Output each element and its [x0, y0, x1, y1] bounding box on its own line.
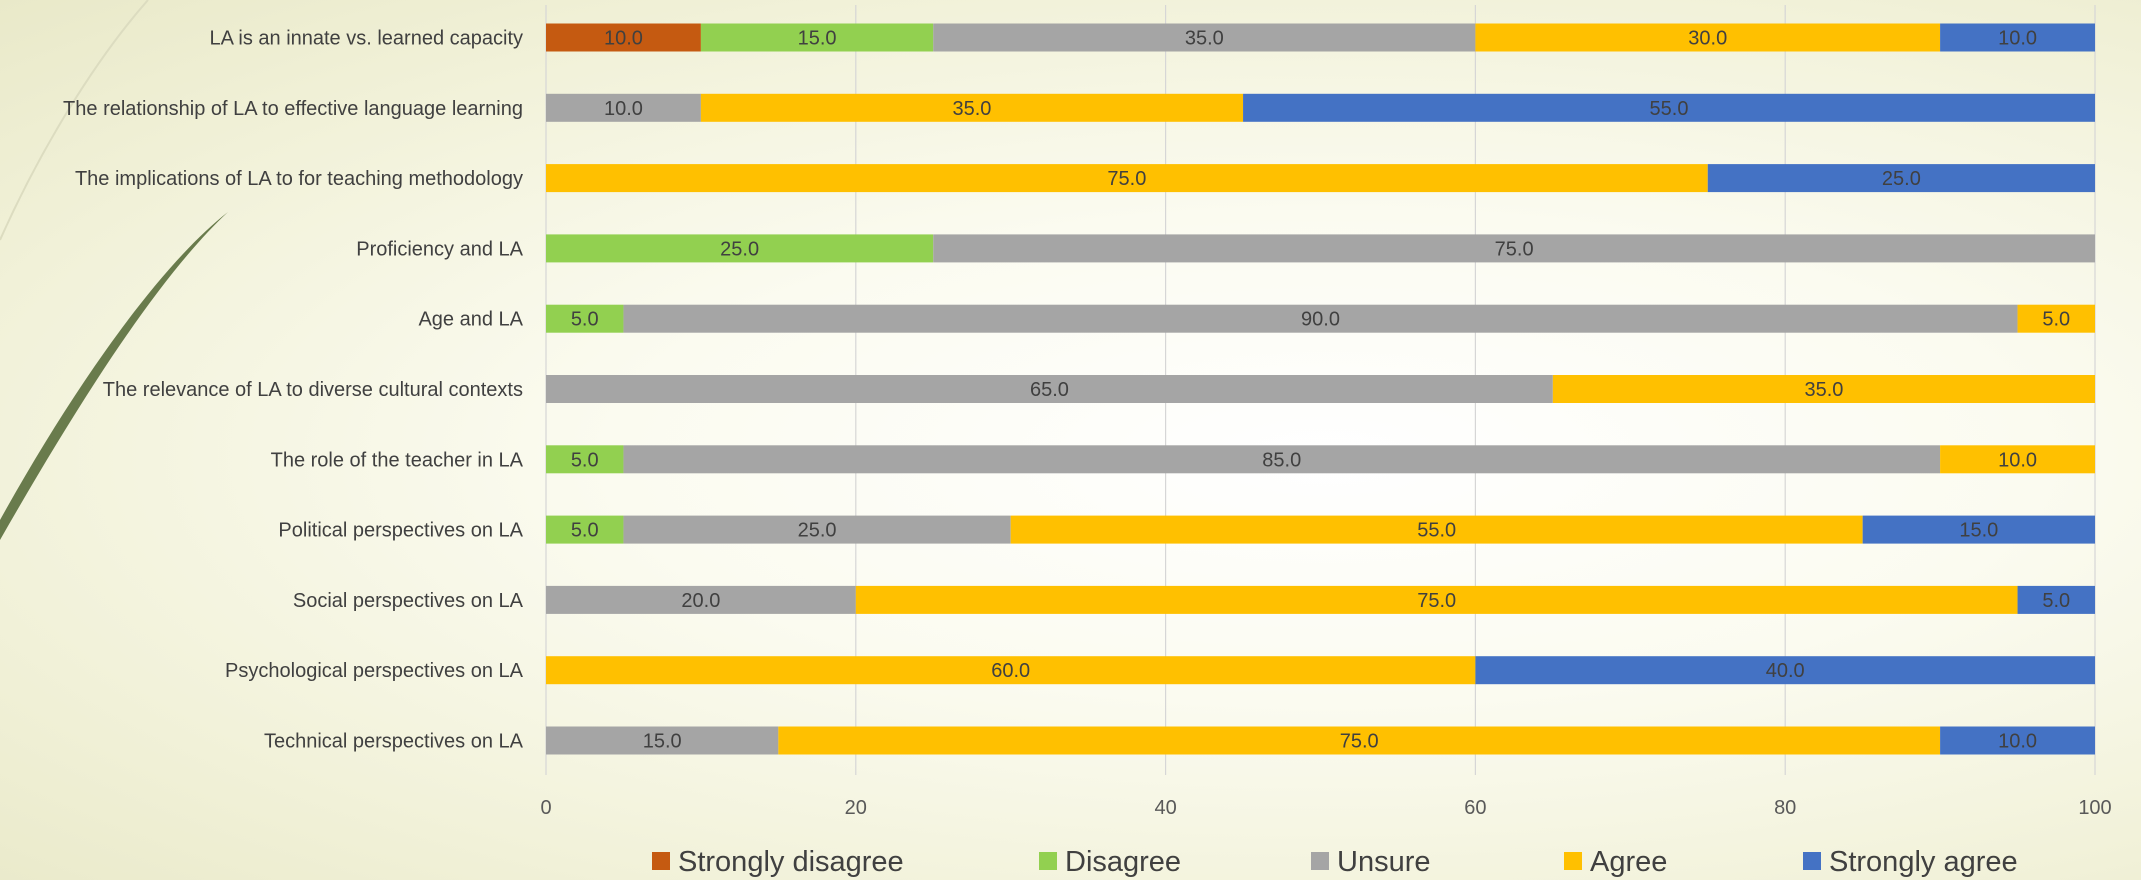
bar-segment — [2017, 585, 2095, 614]
bar-segment — [1552, 375, 2095, 403]
legend-swatch — [1803, 852, 1821, 870]
bar-segment — [700, 23, 934, 52]
legend-label: Agree — [1590, 846, 1667, 878]
x-tick-label: 0 — [540, 797, 551, 819]
bar-segment — [1243, 93, 2095, 122]
bar-segment — [2017, 304, 2095, 333]
category-label: Proficiency and LA — [356, 238, 523, 260]
bar-segment — [623, 445, 1941, 474]
x-tick-label: 80 — [1774, 797, 1796, 819]
data-label: 35.0 — [953, 98, 992, 120]
category-label: Social perspectives on LA — [293, 590, 524, 612]
data-label: 75.0 — [1417, 590, 1456, 612]
decorative-curve-icon — [0, 0, 149, 241]
bar-segment — [1940, 445, 2095, 474]
data-label: 60.0 — [991, 660, 1030, 682]
data-label: 55.0 — [1650, 98, 1689, 120]
x-tick-label: 40 — [1154, 797, 1176, 819]
bar-segment — [1707, 164, 2095, 193]
category-label: Technical perspectives on LA — [264, 731, 524, 753]
data-label: 20.0 — [681, 590, 720, 612]
data-label: 5.0 — [571, 309, 599, 331]
bars: 10.0 15.0 35.0 30.0 10.0 10.0 35.0 55.0 75.0 25.0… — [546, 23, 2095, 755]
category-label: The implications of LA to for teaching m… — [75, 168, 523, 190]
x-tick-label: 60 — [1464, 797, 1486, 819]
category-label: The relationship of LA to effective lang… — [63, 98, 523, 120]
data-label: 25.0 — [1882, 168, 1921, 190]
data-label: 5.0 — [571, 449, 599, 471]
legend-swatch — [1039, 852, 1057, 870]
category-label: The relevance of LA to diverse cultural … — [103, 379, 523, 401]
data-label: 25.0 — [798, 520, 837, 542]
bar-segment — [1940, 23, 2095, 52]
bar-segment — [546, 515, 624, 544]
x-axis-ticks: 0 20 40 60 80 100 — [540, 797, 2111, 819]
bar-segment — [778, 726, 1941, 755]
bar-segment — [623, 304, 2018, 333]
data-label: 55.0 — [1417, 520, 1456, 542]
legend-label: Strongly disagree — [678, 846, 904, 878]
category-labels: LA is an innate vs. learned capacity The … — [63, 28, 524, 753]
bar-segment — [546, 23, 701, 52]
legend: Strongly disagree Disagree Unsure Agree Stro… — [652, 846, 2018, 878]
x-tick-label: 20 — [845, 797, 867, 819]
data-label: 5.0 — [2042, 590, 2070, 612]
category-label: LA is an innate vs. learned capacity — [209, 28, 523, 50]
category-label: Psychological perspectives on LA — [225, 660, 524, 682]
category-label: Political perspectives on LA — [278, 520, 523, 542]
data-label: 15.0 — [798, 28, 837, 50]
bar-segment — [855, 585, 2018, 614]
bar-segment — [546, 445, 624, 474]
data-label: 35.0 — [1804, 379, 1843, 401]
data-label: 35.0 — [1185, 28, 1224, 50]
data-label: 10.0 — [604, 98, 643, 120]
bar-segment — [546, 585, 856, 614]
bar-segment — [546, 234, 934, 263]
x-tick-label: 100 — [2078, 797, 2111, 819]
data-label: 75.0 — [1107, 168, 1146, 190]
bar-segment — [1940, 726, 2095, 755]
bar-segment — [546, 164, 1708, 193]
data-label: 25.0 — [720, 238, 759, 260]
data-label: 85.0 — [1262, 449, 1301, 471]
legend-swatch — [652, 852, 670, 870]
data-label: 15.0 — [643, 731, 682, 753]
legend-swatch — [1311, 852, 1329, 870]
data-label: 5.0 — [571, 520, 599, 542]
data-label: 10.0 — [1998, 449, 2037, 471]
legend-label: Strongly agree — [1829, 846, 2018, 878]
legend-label: Disagree — [1065, 846, 1181, 878]
legend-label: Unsure — [1337, 846, 1431, 878]
bar-segment — [546, 93, 701, 122]
bar-segment — [1475, 656, 2095, 685]
bar-segment — [933, 23, 1476, 52]
data-label: 30.0 — [1688, 28, 1727, 50]
bar-segment — [700, 93, 1244, 122]
data-label: 75.0 — [1340, 731, 1379, 753]
bar-segment — [1010, 515, 1863, 544]
bar-segment — [546, 304, 624, 333]
bar-segment — [546, 726, 779, 755]
data-label: 5.0 — [2042, 309, 2070, 331]
category-label: The role of the teacher in LA — [271, 449, 524, 471]
data-label: 75.0 — [1495, 238, 1534, 260]
data-label: 10.0 — [1998, 28, 2037, 50]
data-label: 65.0 — [1030, 379, 1069, 401]
data-label: 40.0 — [1766, 660, 1805, 682]
bar-segment — [1475, 23, 1941, 52]
data-label: 15.0 — [1959, 520, 1998, 542]
legend-swatch — [1564, 852, 1582, 870]
bar-segment — [546, 375, 1553, 403]
category-label: Age and LA — [418, 309, 523, 331]
data-label: 10.0 — [1998, 731, 2037, 753]
bar-segment — [623, 515, 1011, 544]
data-label: 10.0 — [604, 28, 643, 50]
bar-segment — [933, 234, 2095, 263]
data-label: 90.0 — [1301, 309, 1340, 331]
bar-segment — [1862, 515, 2095, 544]
bar-segment — [546, 656, 1476, 685]
